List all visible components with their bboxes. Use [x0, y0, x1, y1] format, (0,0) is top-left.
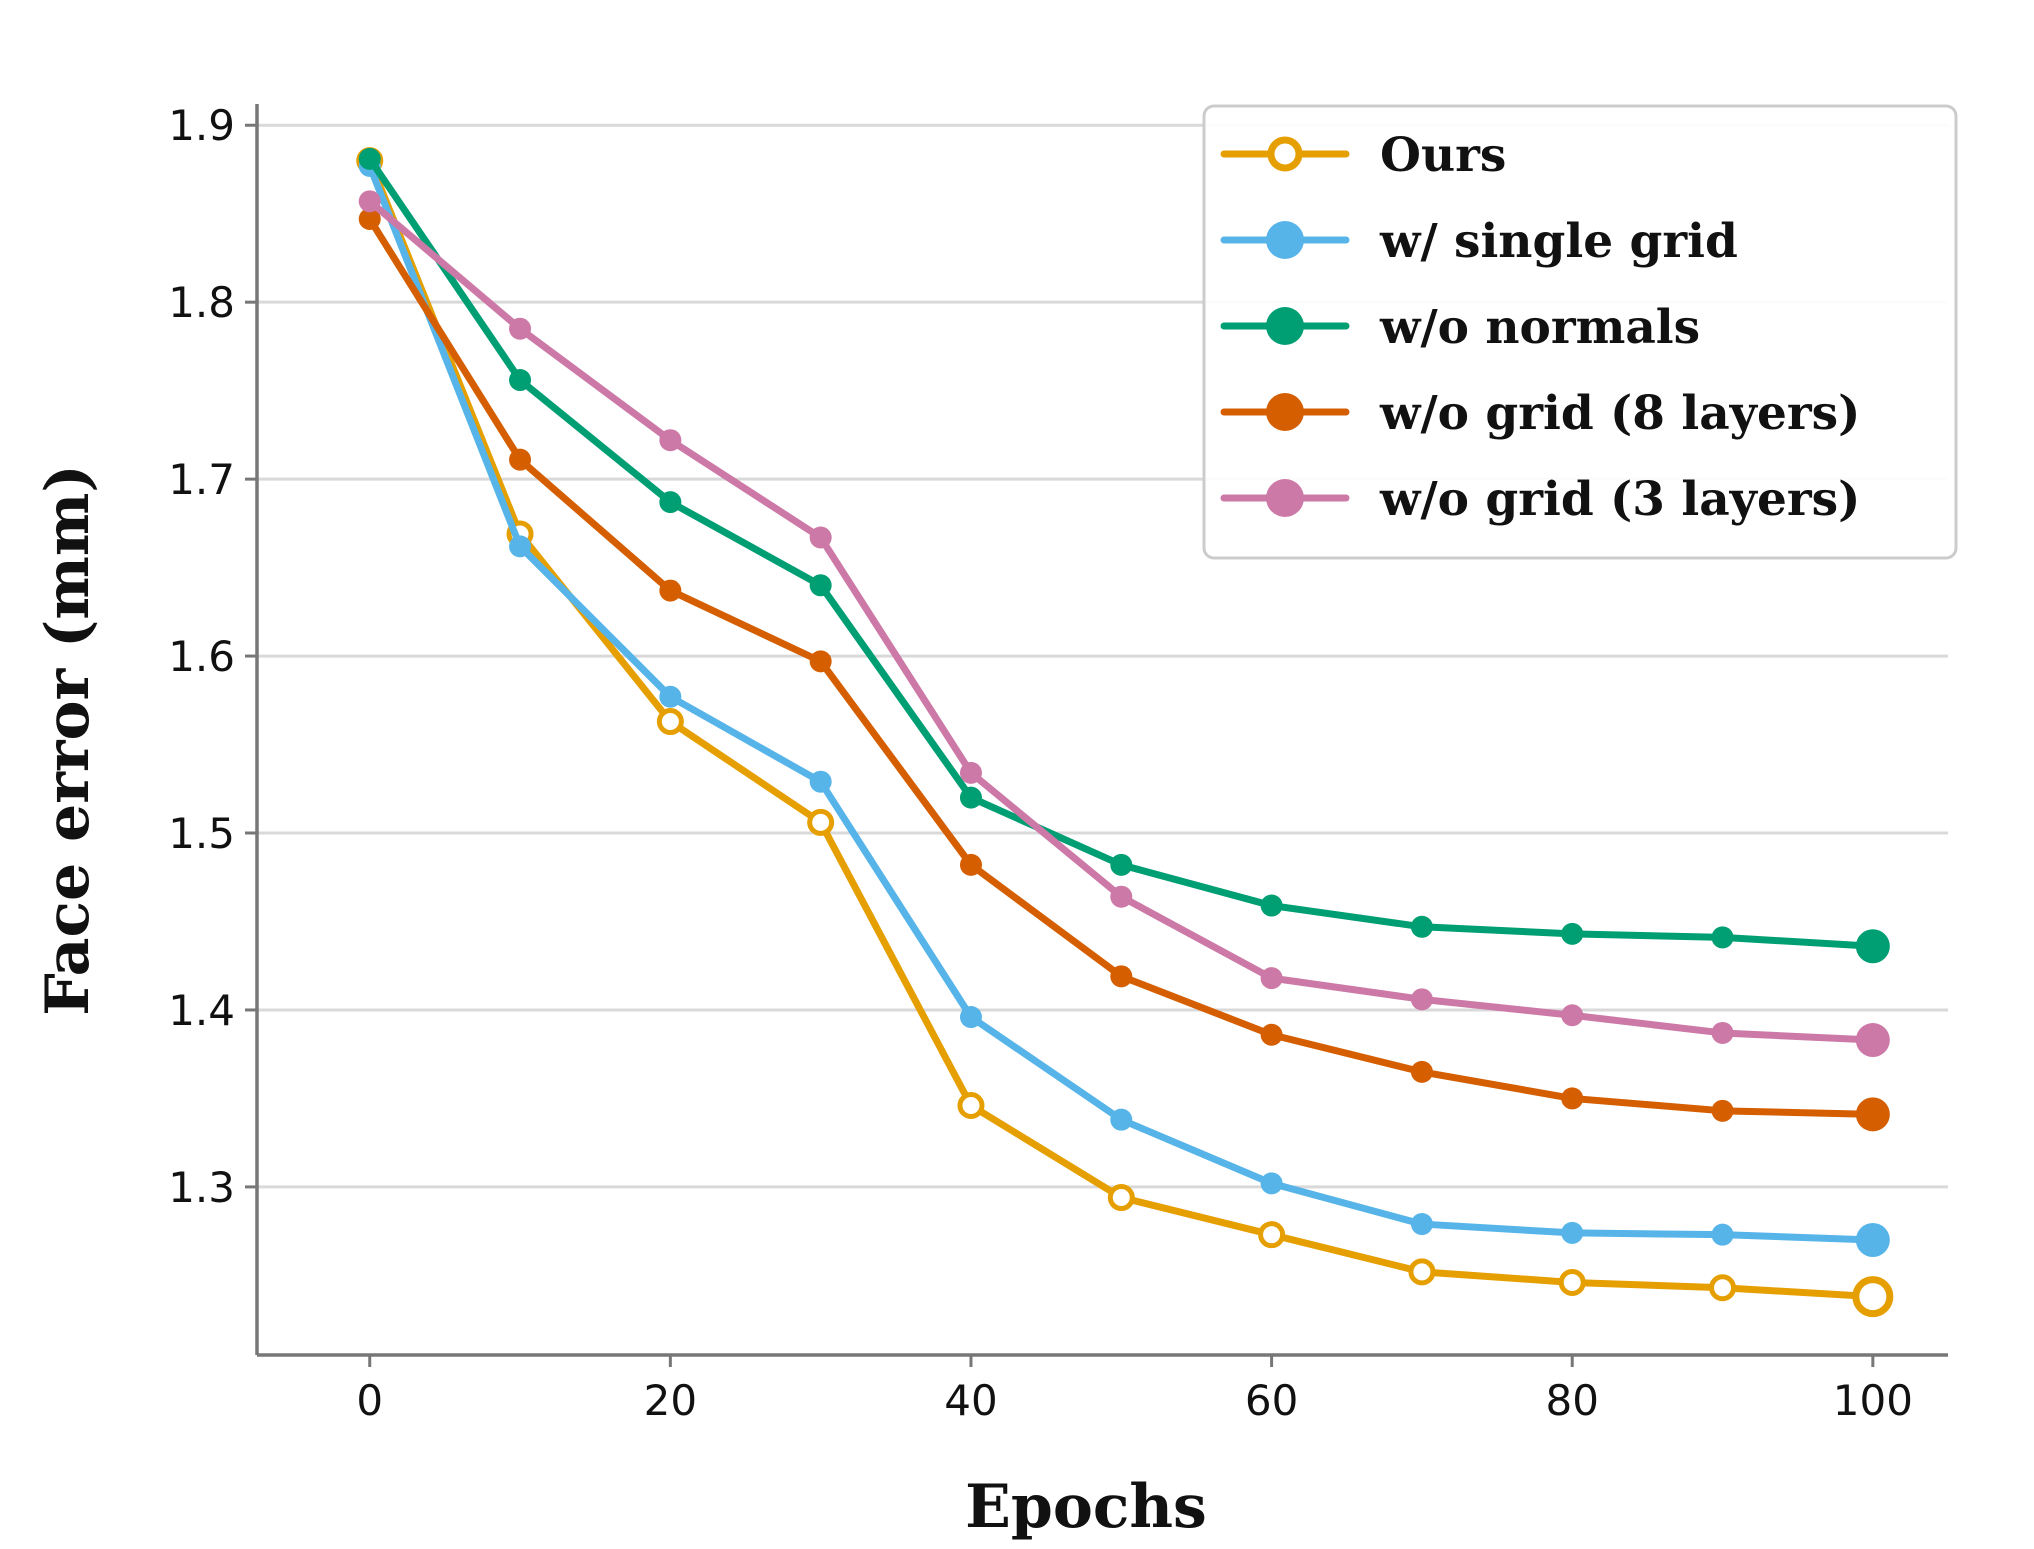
y-axis-title: Face error (mm): [33, 464, 103, 1015]
y-tick-label: 1.7: [168, 455, 235, 504]
data-point: [358, 190, 381, 213]
x-tick-label: 40: [944, 1376, 997, 1425]
legend-entry: w/ single grid: [1220, 214, 1738, 269]
data-point: [959, 853, 982, 876]
y-tick-label: 1.5: [168, 809, 235, 858]
legend-entry: Ours: [1220, 128, 1506, 183]
data-point: [1107, 1184, 1135, 1212]
data-point: [358, 147, 381, 170]
data-point: [659, 491, 682, 514]
data-point: [509, 369, 532, 392]
data-point: [1110, 853, 1133, 876]
data-point: [809, 574, 832, 597]
data-point: [1410, 1060, 1433, 1083]
data-point: [1410, 988, 1433, 1011]
data-point: [1852, 1276, 1894, 1318]
series-2: [358, 147, 1890, 964]
data-point: [1110, 1108, 1133, 1131]
data-point: [1558, 1268, 1586, 1296]
data-point: [1709, 1274, 1737, 1302]
x-tick-label: 100: [1833, 1376, 1913, 1425]
legend-entry: w/o grid (8 layers): [1220, 386, 1860, 441]
legend-label: w/ single grid: [1379, 214, 1738, 269]
data-point: [509, 448, 532, 471]
data-point: [509, 317, 532, 340]
y-tick-label: 1.3: [168, 1163, 235, 1212]
data-point: [1260, 1023, 1283, 1046]
series-group: [356, 147, 1894, 1318]
data-point: [1561, 1087, 1584, 1110]
data-point: [807, 808, 835, 836]
series-4: [358, 190, 1890, 1058]
data-point: [1711, 1021, 1734, 1044]
legend: Ours w/ single grid w/o normals w/o grid (8…: [1202, 104, 1958, 560]
data-point: [1260, 967, 1283, 990]
legend-box: [1202, 104, 1958, 560]
x-tick-label: 20: [644, 1376, 697, 1425]
data-point: [509, 535, 532, 558]
data-point: [1855, 1023, 1890, 1058]
data-point: [1408, 1258, 1436, 1286]
data-point: [959, 761, 982, 784]
legend-label: w/o grid (3 layers): [1379, 472, 1860, 527]
x-axis-ticks: 0 20 40 60 80 100: [356, 1355, 1913, 1425]
y-tick-label: 1.4: [168, 986, 235, 1035]
legend-marker: [1266, 221, 1304, 259]
data-point: [1855, 1097, 1890, 1132]
data-point: [358, 208, 381, 231]
data-point: [1561, 1004, 1584, 1027]
data-point: [1410, 1213, 1433, 1236]
data-point: [1110, 965, 1133, 988]
legend-marker: [1266, 393, 1304, 431]
data-point: [1855, 929, 1890, 964]
legend-marker: [1266, 479, 1304, 517]
legend-label: w/o normals: [1379, 300, 1700, 355]
legend-entry: w/o normals: [1220, 300, 1700, 355]
data-point: [1260, 894, 1283, 917]
data-point: [1711, 926, 1734, 949]
data-point: [1711, 1099, 1734, 1122]
data-point: [1260, 1172, 1283, 1195]
series-1: [358, 154, 1890, 1257]
legend-entry: w/o grid (3 layers): [1220, 472, 1860, 527]
x-tick-label: 0: [356, 1376, 383, 1425]
data-point: [659, 429, 682, 452]
axes: [255, 104, 1948, 1357]
data-point: [809, 770, 832, 793]
y-tick-label: 1.6: [168, 632, 235, 681]
data-point: [1711, 1223, 1734, 1246]
data-point: [1561, 922, 1584, 945]
data-point: [957, 1092, 985, 1120]
data-point: [959, 1006, 982, 1029]
x-axis-title: Epochs: [965, 1472, 1207, 1542]
data-point: [809, 650, 832, 673]
legend-label: Ours: [1380, 128, 1506, 183]
y-tick-label: 1.8: [168, 278, 235, 327]
data-point: [1258, 1221, 1286, 1249]
data-point: [659, 685, 682, 708]
y-tick-label: 1.9: [168, 101, 235, 150]
legend-label: w/o grid (8 layers): [1379, 386, 1860, 441]
data-point: [1561, 1221, 1584, 1244]
data-point: [1855, 1222, 1890, 1257]
legend-marker: [1267, 136, 1303, 172]
data-point: [959, 786, 982, 809]
data-point: [809, 526, 832, 549]
y-axis-ticks: 1.3 1.4 1.5 1.6 1.7 1.8 1.9: [168, 101, 257, 1212]
series-3: [358, 208, 1890, 1132]
x-tick-label: 80: [1545, 1376, 1598, 1425]
data-point: [1410, 915, 1433, 938]
legend-marker: [1266, 307, 1304, 345]
data-point: [1110, 885, 1133, 908]
data-point: [656, 708, 684, 736]
x-tick-label: 60: [1245, 1376, 1298, 1425]
data-point: [659, 579, 682, 602]
